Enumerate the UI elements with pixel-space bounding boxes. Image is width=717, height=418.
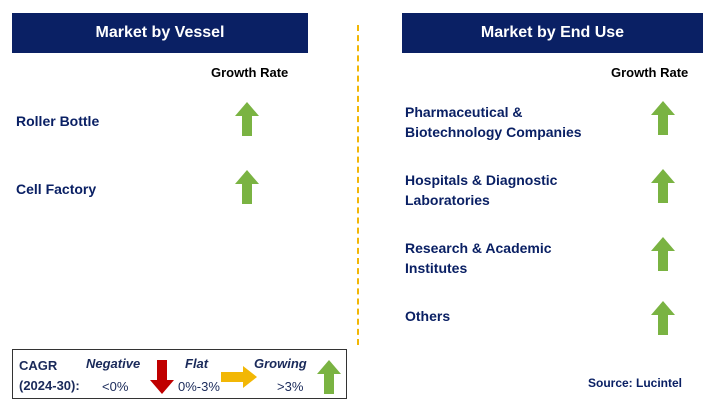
vessel-header: Market by Vessel	[12, 13, 308, 53]
end-use-item-research-line1: Research & Academic	[405, 240, 552, 256]
legend-negative-range: <0%	[102, 379, 129, 394]
vessel-growth-rate-label: Growth Rate	[211, 65, 289, 80]
end-use-item-pharma: Pharmaceutical & Biotechnology Companies	[405, 102, 582, 142]
panel-divider	[357, 25, 359, 345]
end-use-header: Market by End Use	[402, 13, 703, 53]
legend-cagr-line2: (2024-30):	[19, 378, 80, 393]
end-use-item-hospitals-line2: Laboratories	[405, 192, 490, 208]
legend-flat-range: 0%-3%	[178, 379, 220, 394]
end-use-item-others: Others	[405, 308, 451, 324]
vessel-item-roller-bottle: Roller Bottle	[16, 113, 100, 129]
right-arrow-icon	[221, 366, 257, 388]
legend-growing-label: Growing	[254, 356, 307, 371]
vessel-item-cell-factory: Cell Factory	[16, 181, 97, 197]
end-use-growth-rate-label: Growth Rate	[611, 65, 689, 80]
end-use-item-pharma-line1: Pharmaceutical &	[405, 104, 523, 120]
end-use-item-hospitals: Hospitals & Diagnostic Laboratories	[405, 170, 557, 210]
up-arrow-icon	[651, 169, 675, 203]
up-arrow-icon	[317, 360, 341, 394]
down-arrow-icon	[150, 360, 174, 394]
up-arrow-icon	[235, 102, 259, 136]
end-use-item-pharma-line2: Biotechnology Companies	[405, 124, 582, 140]
legend-cagr-line1: CAGR	[19, 358, 58, 373]
end-use-item-research: Research & Academic Institutes	[405, 238, 552, 278]
end-use-item-hospitals-line1: Hospitals & Diagnostic	[405, 172, 558, 188]
end-use-item-research-line2: Institutes	[405, 260, 468, 276]
up-arrow-icon	[651, 101, 675, 135]
legend-negative-label: Negative	[86, 356, 141, 371]
legend-cagr-label: CAGR (2024-30):	[19, 356, 80, 396]
up-arrow-icon	[651, 237, 675, 271]
source-label: Source: Lucintel	[588, 376, 683, 390]
up-arrow-icon	[651, 301, 675, 335]
legend-flat-label: Flat	[185, 356, 209, 371]
cagr-legend: CAGR (2024-30): Negative <0% Flat 0%-3% …	[12, 349, 347, 399]
up-arrow-icon	[235, 170, 259, 204]
legend-growing-range: >3%	[277, 379, 304, 394]
